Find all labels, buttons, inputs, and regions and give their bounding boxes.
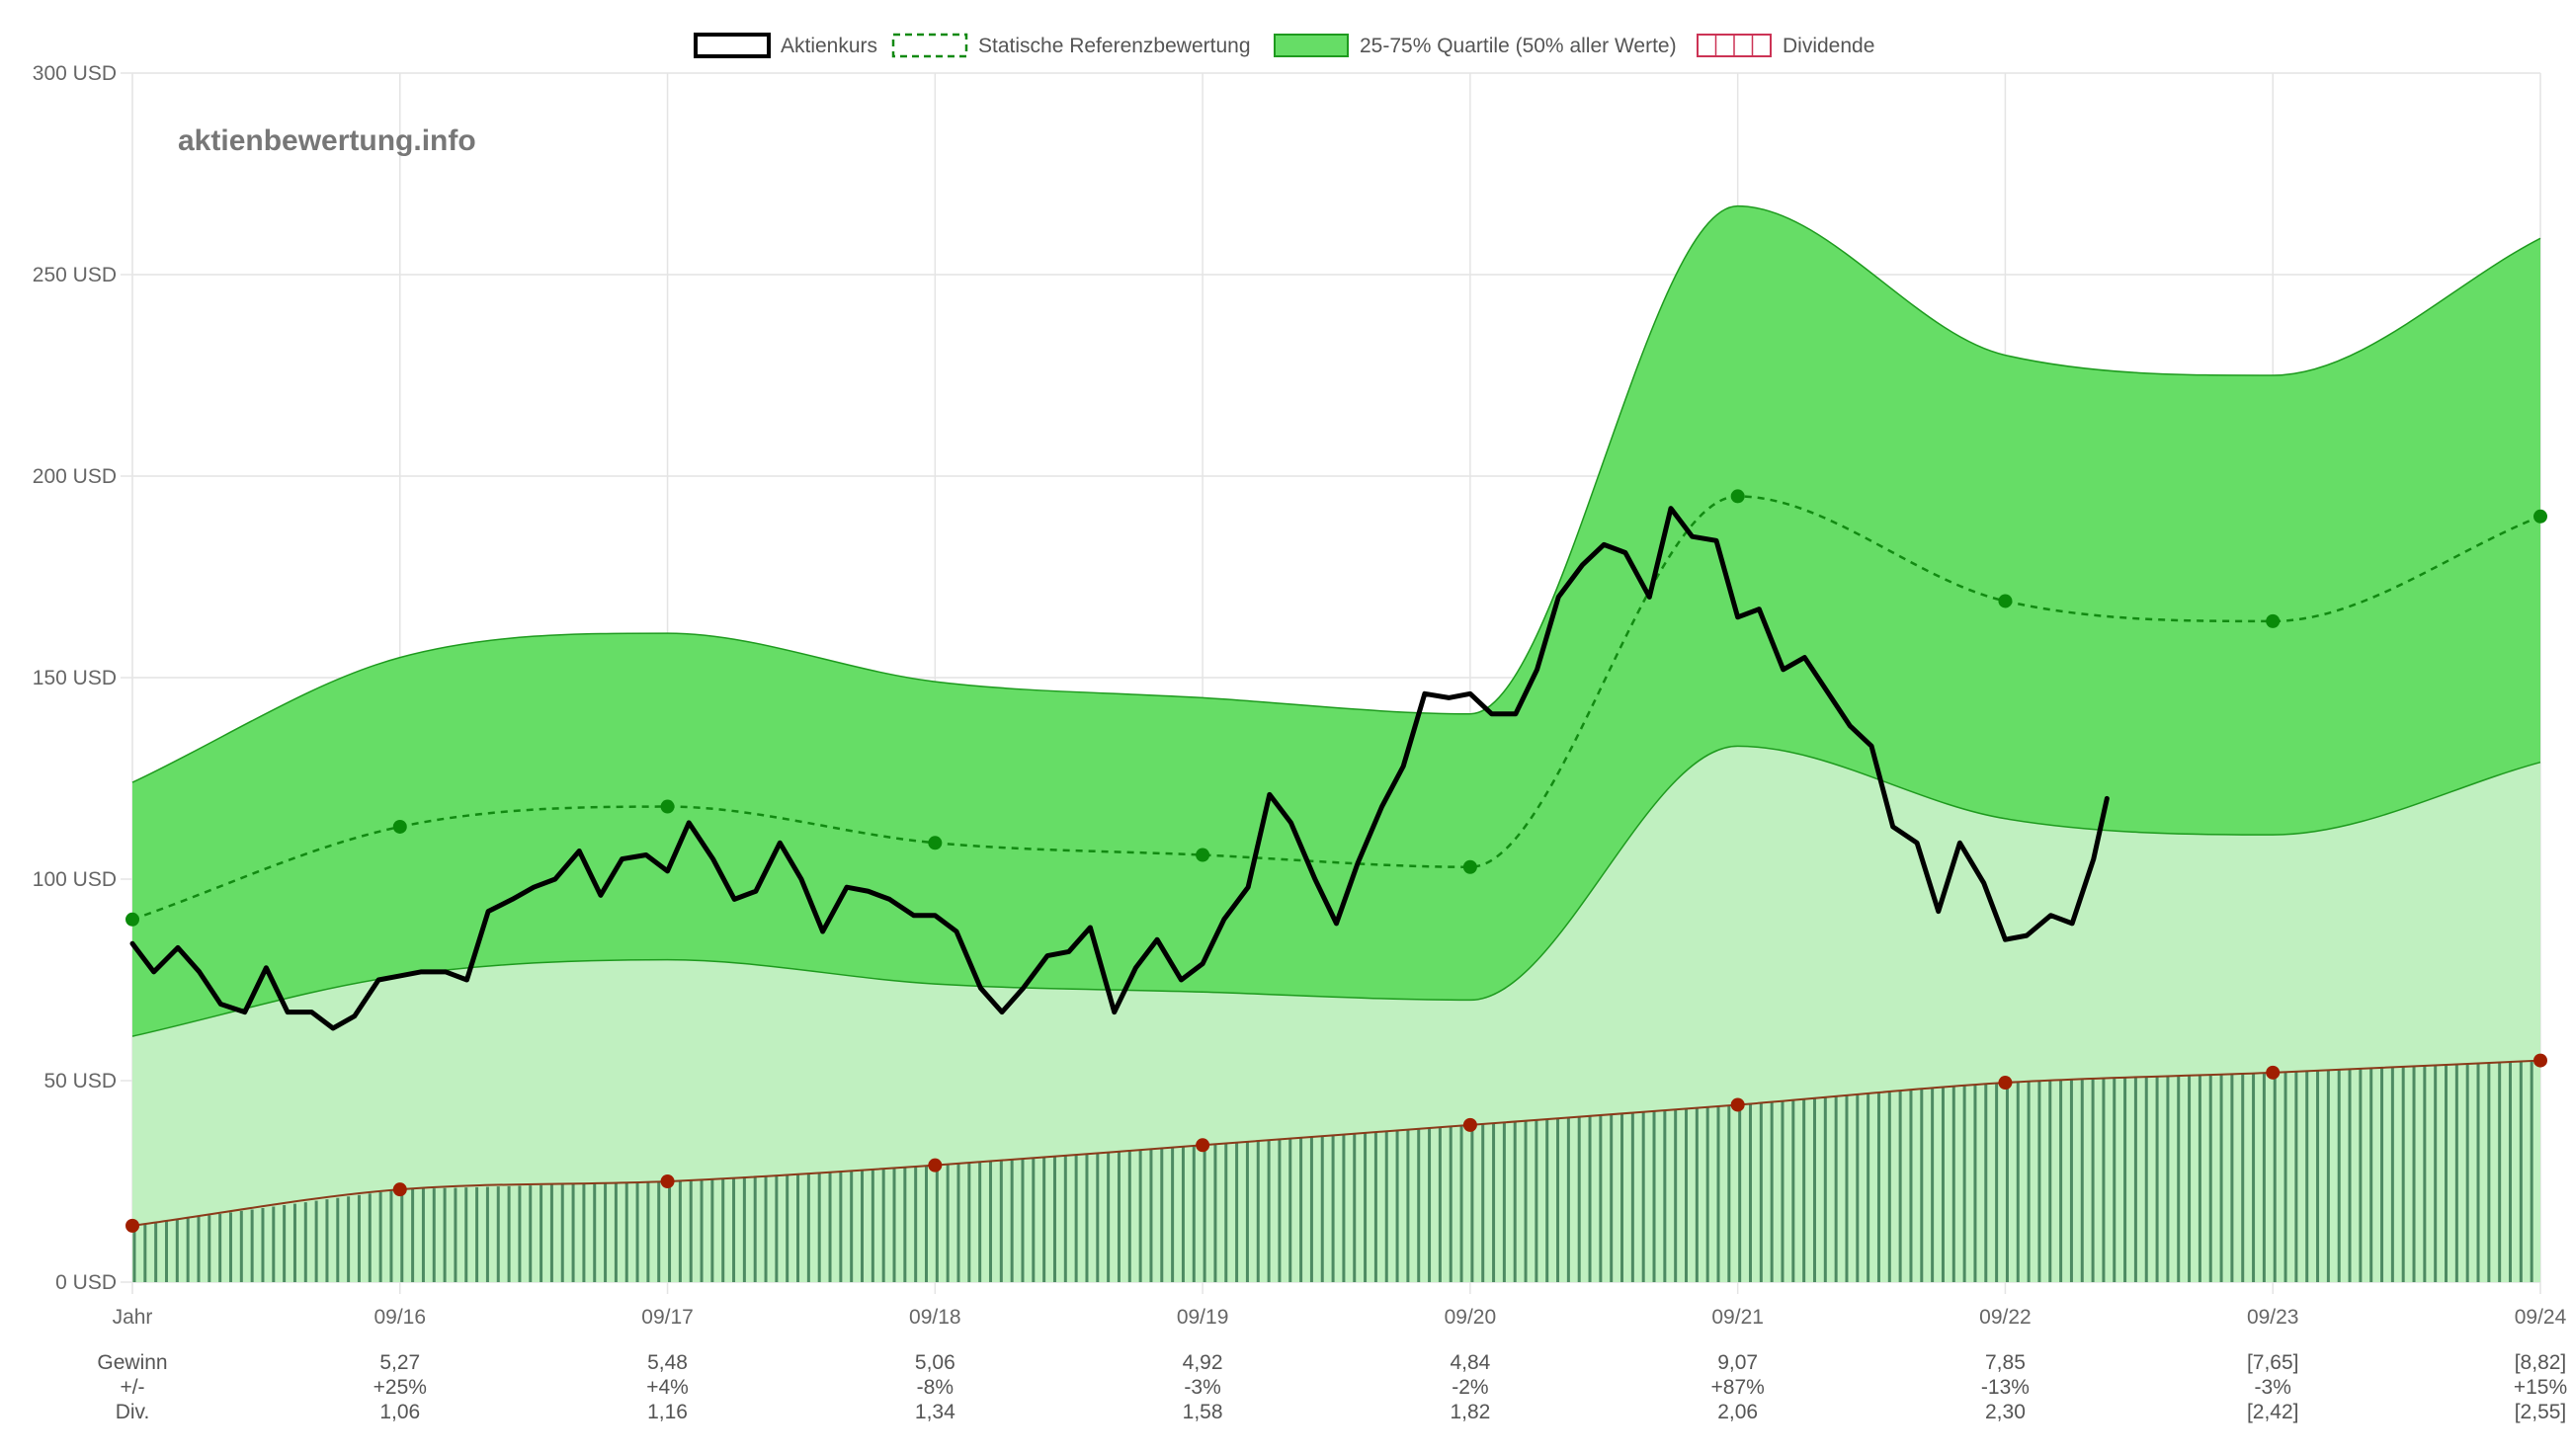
dividend-point	[2266, 1065, 2281, 1080]
y-tick-label: 300 USD	[33, 62, 117, 85]
dividend-point	[125, 1218, 139, 1233]
y-tick-label: 200 USD	[33, 465, 117, 488]
legend-label: 25-75% Quartile (50% aller Werte)	[1360, 35, 1677, 57]
lower-band-area	[132, 746, 2540, 1282]
table-cell: 5,27	[379, 1351, 420, 1374]
reference-point	[125, 912, 139, 927]
table-cell: 2,06	[1717, 1401, 1758, 1423]
reference-point	[2266, 613, 2281, 628]
x-tick-label: 09/20	[1445, 1306, 1497, 1329]
table-row-label: Gewinn	[97, 1351, 167, 1374]
lines	[129, 495, 2541, 1227]
table-cell: 1,58	[1183, 1401, 1223, 1423]
reference-point	[660, 799, 675, 814]
table-cell: [8,82]	[2515, 1351, 2567, 1374]
dividend-point	[1730, 1097, 1745, 1112]
dividend-point	[1998, 1076, 2013, 1091]
table-cell: +87%	[1711, 1376, 1765, 1399]
table-cell: 1,16	[647, 1401, 688, 1423]
table-cell: 7,85	[1985, 1351, 2026, 1374]
x-tick-label: 09/18	[909, 1306, 961, 1329]
dividend-point	[660, 1174, 675, 1188]
table-cell: +15%	[2514, 1376, 2567, 1399]
table-cell: +25%	[374, 1376, 427, 1399]
legend-item-quartile[interactable]: 25-75% Quartile (50% aller Werte)	[1274, 34, 1677, 57]
legend-swatch-price	[694, 33, 771, 58]
data-table: Gewinn 5,27 5,48 5,06 4,92 4,84 9,07 7,85 [7,65]…	[97, 1351, 2567, 1423]
x-tick-label: 09/17	[641, 1306, 694, 1329]
reference-line	[131, 495, 2541, 921]
reference-point	[392, 819, 407, 834]
reference-point	[1998, 594, 2013, 608]
table-row-label: Div.	[116, 1401, 150, 1423]
price-line	[129, 506, 2110, 1031]
x-tick-label: 09/23	[2247, 1306, 2299, 1329]
table-cell: 4,92	[1183, 1351, 1223, 1374]
y-tick-label: 150 USD	[33, 667, 117, 689]
table-cell: 1,82	[1450, 1401, 1490, 1423]
x-tick-label: 09/19	[1177, 1306, 1229, 1329]
legend-item-reference[interactable]: Statische Referenzbewertung	[891, 33, 1251, 58]
table-cell: -3%	[1184, 1376, 1220, 1399]
dividend-point	[2533, 1053, 2547, 1068]
reference-point	[1462, 859, 1477, 874]
reference-point	[928, 836, 943, 850]
y-tick-label: 250 USD	[33, 264, 117, 286]
table-cell: 2,30	[1985, 1401, 2026, 1423]
dividend-bars	[132, 1060, 2533, 1282]
legend-swatch-quartile	[1274, 34, 1349, 57]
table-cell: 9,07	[1717, 1351, 1758, 1374]
x-tick-label: 09/22	[1979, 1306, 2032, 1329]
dividend-point	[928, 1158, 943, 1173]
dividend-point	[392, 1182, 407, 1197]
legend-label: Dividende	[1783, 35, 1874, 57]
table-cell: 5,06	[915, 1351, 955, 1374]
legend[interactable]: Aktienkurs Statische Referenzbewertung 25-…	[694, 33, 1874, 58]
reference-point	[1730, 489, 1745, 504]
table-cell: [2,42]	[2247, 1401, 2299, 1423]
table-cell: 1,06	[379, 1401, 420, 1423]
areas	[131, 204, 2541, 1282]
dividend-line	[131, 1059, 2541, 1227]
dividend-point	[1462, 1117, 1477, 1132]
table-cell: [2,55]	[2515, 1401, 2567, 1423]
quartile-band-area	[132, 205, 2540, 1037]
table-cell: 1,34	[915, 1401, 955, 1423]
table-cell: 4,84	[1450, 1351, 1490, 1374]
y-tick-label: 0 USD	[55, 1271, 117, 1294]
x-tick-label: 09/21	[1711, 1306, 1764, 1329]
y-tick-label: 100 USD	[33, 868, 117, 891]
table-cell: +4%	[646, 1376, 689, 1399]
quartile-upper-line	[131, 204, 2541, 783]
reference-point	[1196, 848, 1210, 862]
table-cell: -8%	[917, 1376, 954, 1399]
x-tick-label: Jahr	[113, 1306, 153, 1329]
table-row-label: +/-	[120, 1376, 144, 1399]
table-cell: -13%	[1981, 1376, 2030, 1399]
dividend-point	[1196, 1138, 1210, 1153]
legend-label: Statische Referenzbewertung	[978, 35, 1251, 57]
reference-point	[2533, 509, 2547, 524]
table-cell: -2%	[1452, 1376, 1488, 1399]
watermark: aktienbewertung.info	[178, 124, 476, 157]
y-tick-label: 50 USD	[43, 1070, 117, 1092]
x-tick-label: 09/24	[2515, 1306, 2567, 1329]
table-cell: [7,65]	[2247, 1351, 2299, 1374]
quartile-lower-line	[131, 745, 2541, 1037]
legend-swatch-reference	[891, 33, 968, 58]
x-tick-label: 09/16	[374, 1306, 426, 1329]
legend-item-price[interactable]: Aktienkurs	[694, 33, 877, 58]
table-cell: 5,48	[647, 1351, 688, 1374]
legend-item-dividend[interactable]: Dividende	[1697, 34, 1874, 57]
legend-label: Aktienkurs	[781, 35, 877, 57]
table-cell: -3%	[2255, 1376, 2291, 1399]
points	[125, 489, 2547, 1233]
axis-labels: 0 USD 50 USD 100 USD 150 USD 200 USD 250 USD 3…	[33, 62, 2567, 1329]
